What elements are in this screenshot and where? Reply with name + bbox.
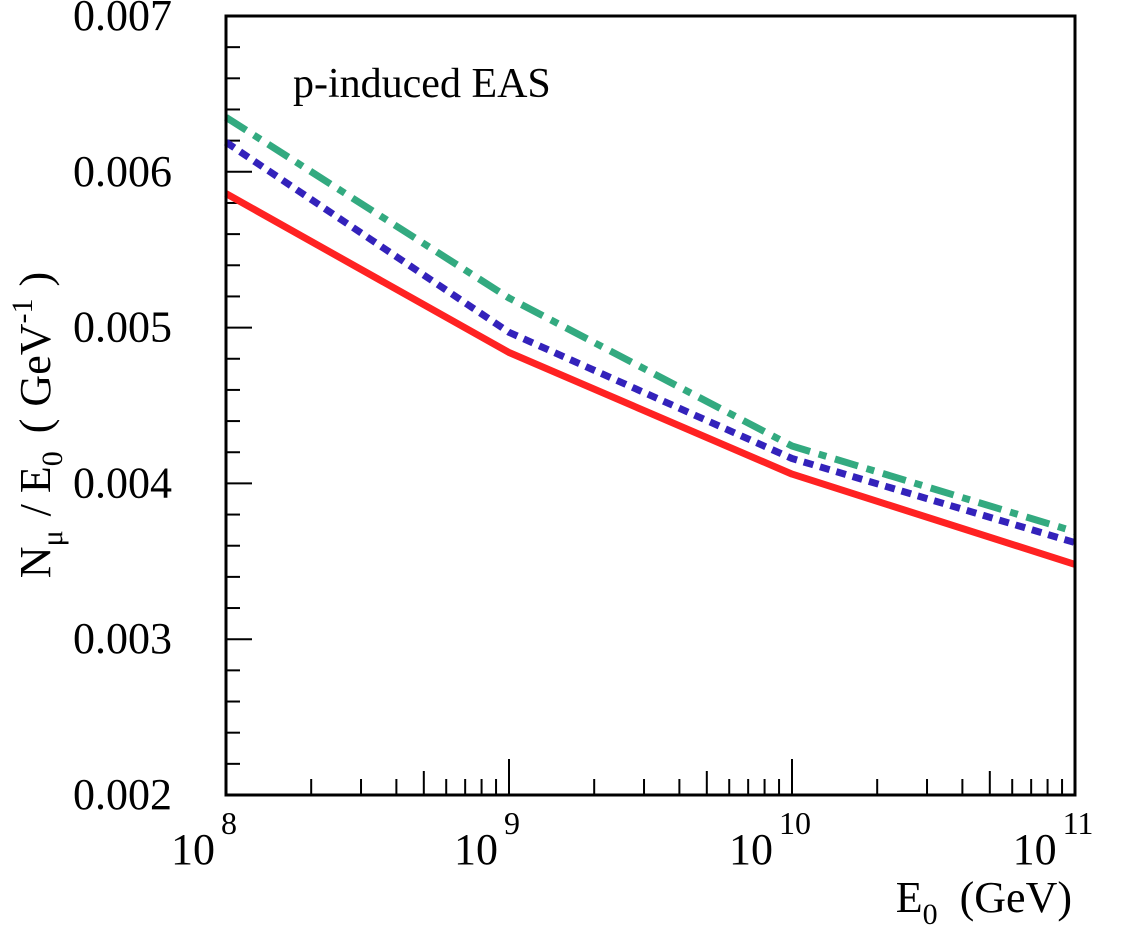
x-tick-label: 108 bbox=[171, 805, 237, 874]
y-tick-label: 0.006 bbox=[73, 147, 172, 196]
y-tick-label: 0.004 bbox=[73, 458, 172, 507]
series-line-solid bbox=[224, 190, 1077, 568]
y-tick-label: 0.002 bbox=[73, 770, 172, 819]
y-axis-title-open: ( bbox=[11, 419, 60, 434]
y-axis-title-gev: GeV bbox=[11, 323, 60, 406]
series-group bbox=[224, 114, 1077, 568]
x-axis-title-unit: (GeV) bbox=[960, 873, 1072, 922]
y-axis-title: Nμ / E0 ( GeV-1) bbox=[6, 272, 69, 578]
y-tick-label: 0.007 bbox=[73, 0, 172, 40]
x-tick-labels: 108 109 1010 1011 bbox=[171, 805, 1093, 874]
y-axis-title-close: ) bbox=[11, 272, 60, 287]
x-tick-label: 109 bbox=[454, 805, 520, 874]
x-tick-label: 1011 bbox=[1013, 805, 1094, 874]
y-axis-title-slash: / E bbox=[11, 466, 60, 516]
x-axis-title-sub: 0 bbox=[923, 898, 938, 929]
y-axis-title-exp: -1 bbox=[6, 298, 39, 323]
series-line-dash-dot bbox=[224, 114, 1077, 536]
x-tick-label: 1010 bbox=[729, 805, 811, 874]
y-tick-labels: 0.002 0.003 0.004 0.005 0.006 0.007 bbox=[73, 0, 172, 819]
x-axis-title: E0 (GeV) bbox=[896, 873, 1072, 929]
y-tick-label: 0.003 bbox=[73, 614, 172, 663]
y-tick-label: 0.005 bbox=[73, 303, 172, 352]
y-axis-title-sub0: 0 bbox=[36, 451, 69, 466]
x-axis-title-main: E bbox=[896, 873, 923, 922]
plot-frame bbox=[224, 14, 1077, 797]
series-line-dotted bbox=[224, 139, 1076, 546]
annotation-label: p-induced EAS bbox=[293, 61, 551, 107]
y-axis-title-n: N bbox=[11, 546, 60, 578]
minor-ticks bbox=[226, 46, 1064, 795]
major-ticks bbox=[225, 15, 1076, 796]
y-axis-title-mu: μ bbox=[36, 530, 69, 546]
